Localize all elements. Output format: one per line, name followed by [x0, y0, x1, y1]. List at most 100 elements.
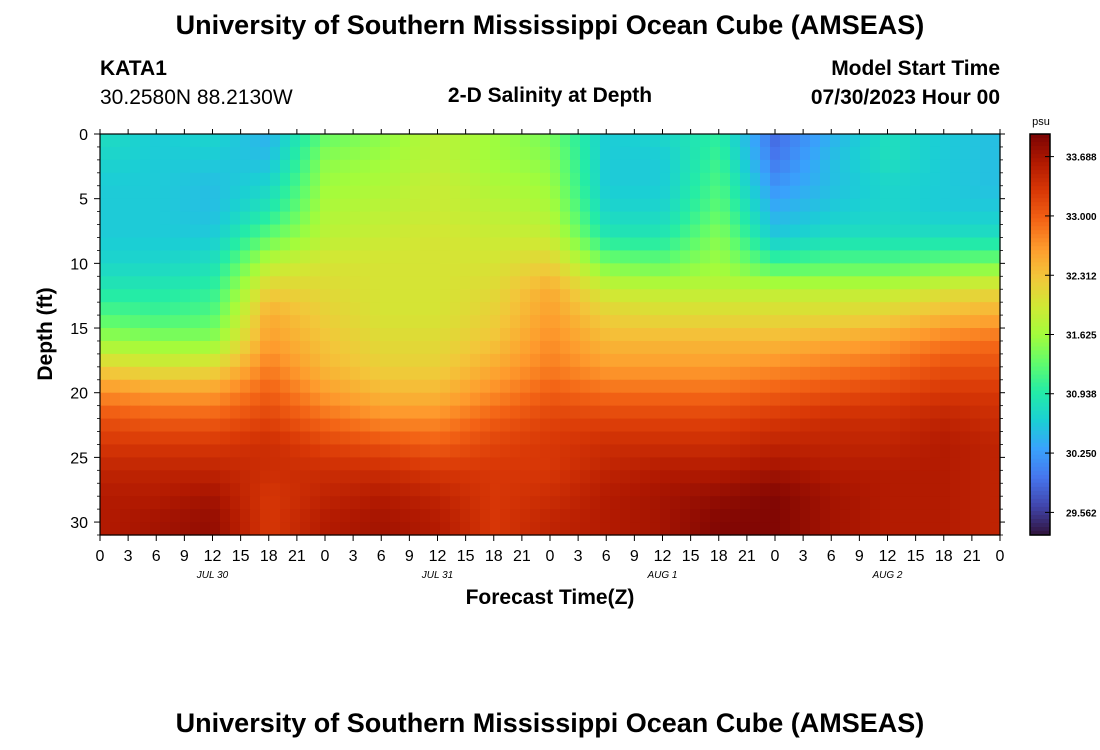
colorbar-segment [1030, 282, 1050, 287]
heatmap-cell [650, 366, 661, 381]
heatmap-cell [860, 418, 871, 433]
heatmap-cell [930, 211, 941, 226]
heatmap-cell [580, 353, 591, 368]
heatmap-cell [470, 302, 481, 316]
heatmap-cell [520, 483, 531, 497]
heatmap-cell [370, 302, 381, 316]
heatmap-cell [650, 146, 661, 161]
heatmap-cell [840, 250, 851, 264]
heatmap-cell [880, 405, 891, 420]
heatmap-cell [950, 328, 961, 342]
heatmap-cell [550, 340, 561, 355]
heatmap-cell [890, 457, 901, 471]
heatmap-cell [620, 353, 631, 368]
heatmap-cell [100, 328, 111, 342]
heatmap-cell [810, 366, 821, 381]
heatmap-cell [260, 483, 271, 497]
heatmap-cell [450, 483, 461, 497]
heatmap-cell [460, 172, 471, 187]
heatmap-cell [230, 418, 241, 433]
heatmap-cell [140, 211, 151, 226]
colorbar-segment [1030, 430, 1050, 436]
heatmap-cell [530, 237, 541, 252]
heatmap-cell [400, 405, 411, 420]
heatmap-cell [650, 250, 661, 264]
heatmap-cell [320, 444, 331, 458]
heatmap-cell [440, 509, 451, 523]
heatmap-cell [400, 198, 411, 213]
heatmap-cell [660, 522, 671, 536]
heatmap-cell [170, 237, 181, 252]
heatmap-cell [930, 470, 941, 484]
heatmap-cell [340, 224, 351, 239]
heatmap-cell [900, 392, 911, 407]
heatmap-cell [580, 211, 591, 226]
x-tick-label: 12 [429, 548, 447, 565]
heatmap-cell [630, 366, 641, 381]
heatmap-cell [820, 392, 831, 407]
heatmap-cell [710, 328, 721, 342]
heatmap-cell [600, 134, 611, 148]
heatmap-cell [860, 172, 871, 187]
heatmap-cell [320, 340, 331, 355]
heatmap-cell [180, 379, 191, 394]
heatmap-cell [530, 250, 541, 264]
heatmap-cell [370, 263, 381, 277]
heatmap-cell [700, 483, 711, 497]
heatmap-cell [870, 405, 881, 420]
heatmap-cell [270, 366, 281, 381]
heatmap-cell [500, 509, 511, 523]
heatmap-cell [120, 185, 131, 200]
heatmap-cell [110, 340, 121, 355]
heatmap-cell [430, 302, 441, 316]
heatmap-cell [360, 444, 371, 458]
heatmap-cell [830, 172, 841, 187]
heatmap-cell [920, 237, 931, 252]
heatmap-cell [180, 263, 191, 277]
heatmap-cell [240, 289, 251, 303]
heatmap-cell [220, 366, 231, 381]
heatmap-cell [110, 172, 121, 187]
heatmap-cell [640, 315, 651, 329]
heatmap-cell [230, 431, 241, 446]
heatmap-cell [640, 444, 651, 458]
heatmap-cell [570, 405, 581, 420]
heatmap-cell [860, 328, 871, 342]
colorbar-segment [1030, 394, 1050, 400]
heatmap-cell [180, 198, 191, 213]
heatmap-cell [830, 483, 841, 497]
heatmap-cell [920, 405, 931, 420]
heatmap-cell [460, 366, 471, 381]
heatmap-cell [400, 146, 411, 161]
heatmap-cell [890, 431, 901, 446]
heatmap-cell [960, 522, 971, 536]
heatmap-cell [700, 379, 711, 394]
heatmap-cell [220, 198, 231, 213]
heatmap-cell [780, 146, 791, 161]
heatmap-cell [100, 392, 111, 407]
heatmap-cell [260, 457, 271, 471]
heatmap-cell [740, 315, 751, 329]
heatmap-cell [520, 328, 531, 342]
heatmap-cell [330, 172, 341, 187]
heatmap-cell [630, 509, 641, 523]
colorbar-segment [1030, 198, 1050, 203]
heatmap-cell [880, 457, 891, 471]
heatmap-cell [750, 237, 761, 252]
heatmap-cell [670, 328, 681, 342]
heatmap-cell [810, 509, 821, 523]
heatmap-cell [610, 509, 621, 523]
heatmap-cell [620, 418, 631, 433]
heatmap-cell [510, 483, 521, 497]
heatmap-cell [390, 198, 401, 213]
heatmap-cell [840, 185, 851, 200]
heatmap-cell [810, 134, 821, 148]
heatmap-cell [930, 185, 941, 200]
heatmap-cell [200, 483, 211, 497]
heatmap-cell [480, 134, 491, 148]
heatmap-cell [690, 509, 701, 523]
heatmap-cell [980, 134, 991, 148]
heatmap-cell [470, 263, 481, 277]
heatmap-cell [980, 211, 991, 226]
heatmap-cell [590, 315, 601, 329]
